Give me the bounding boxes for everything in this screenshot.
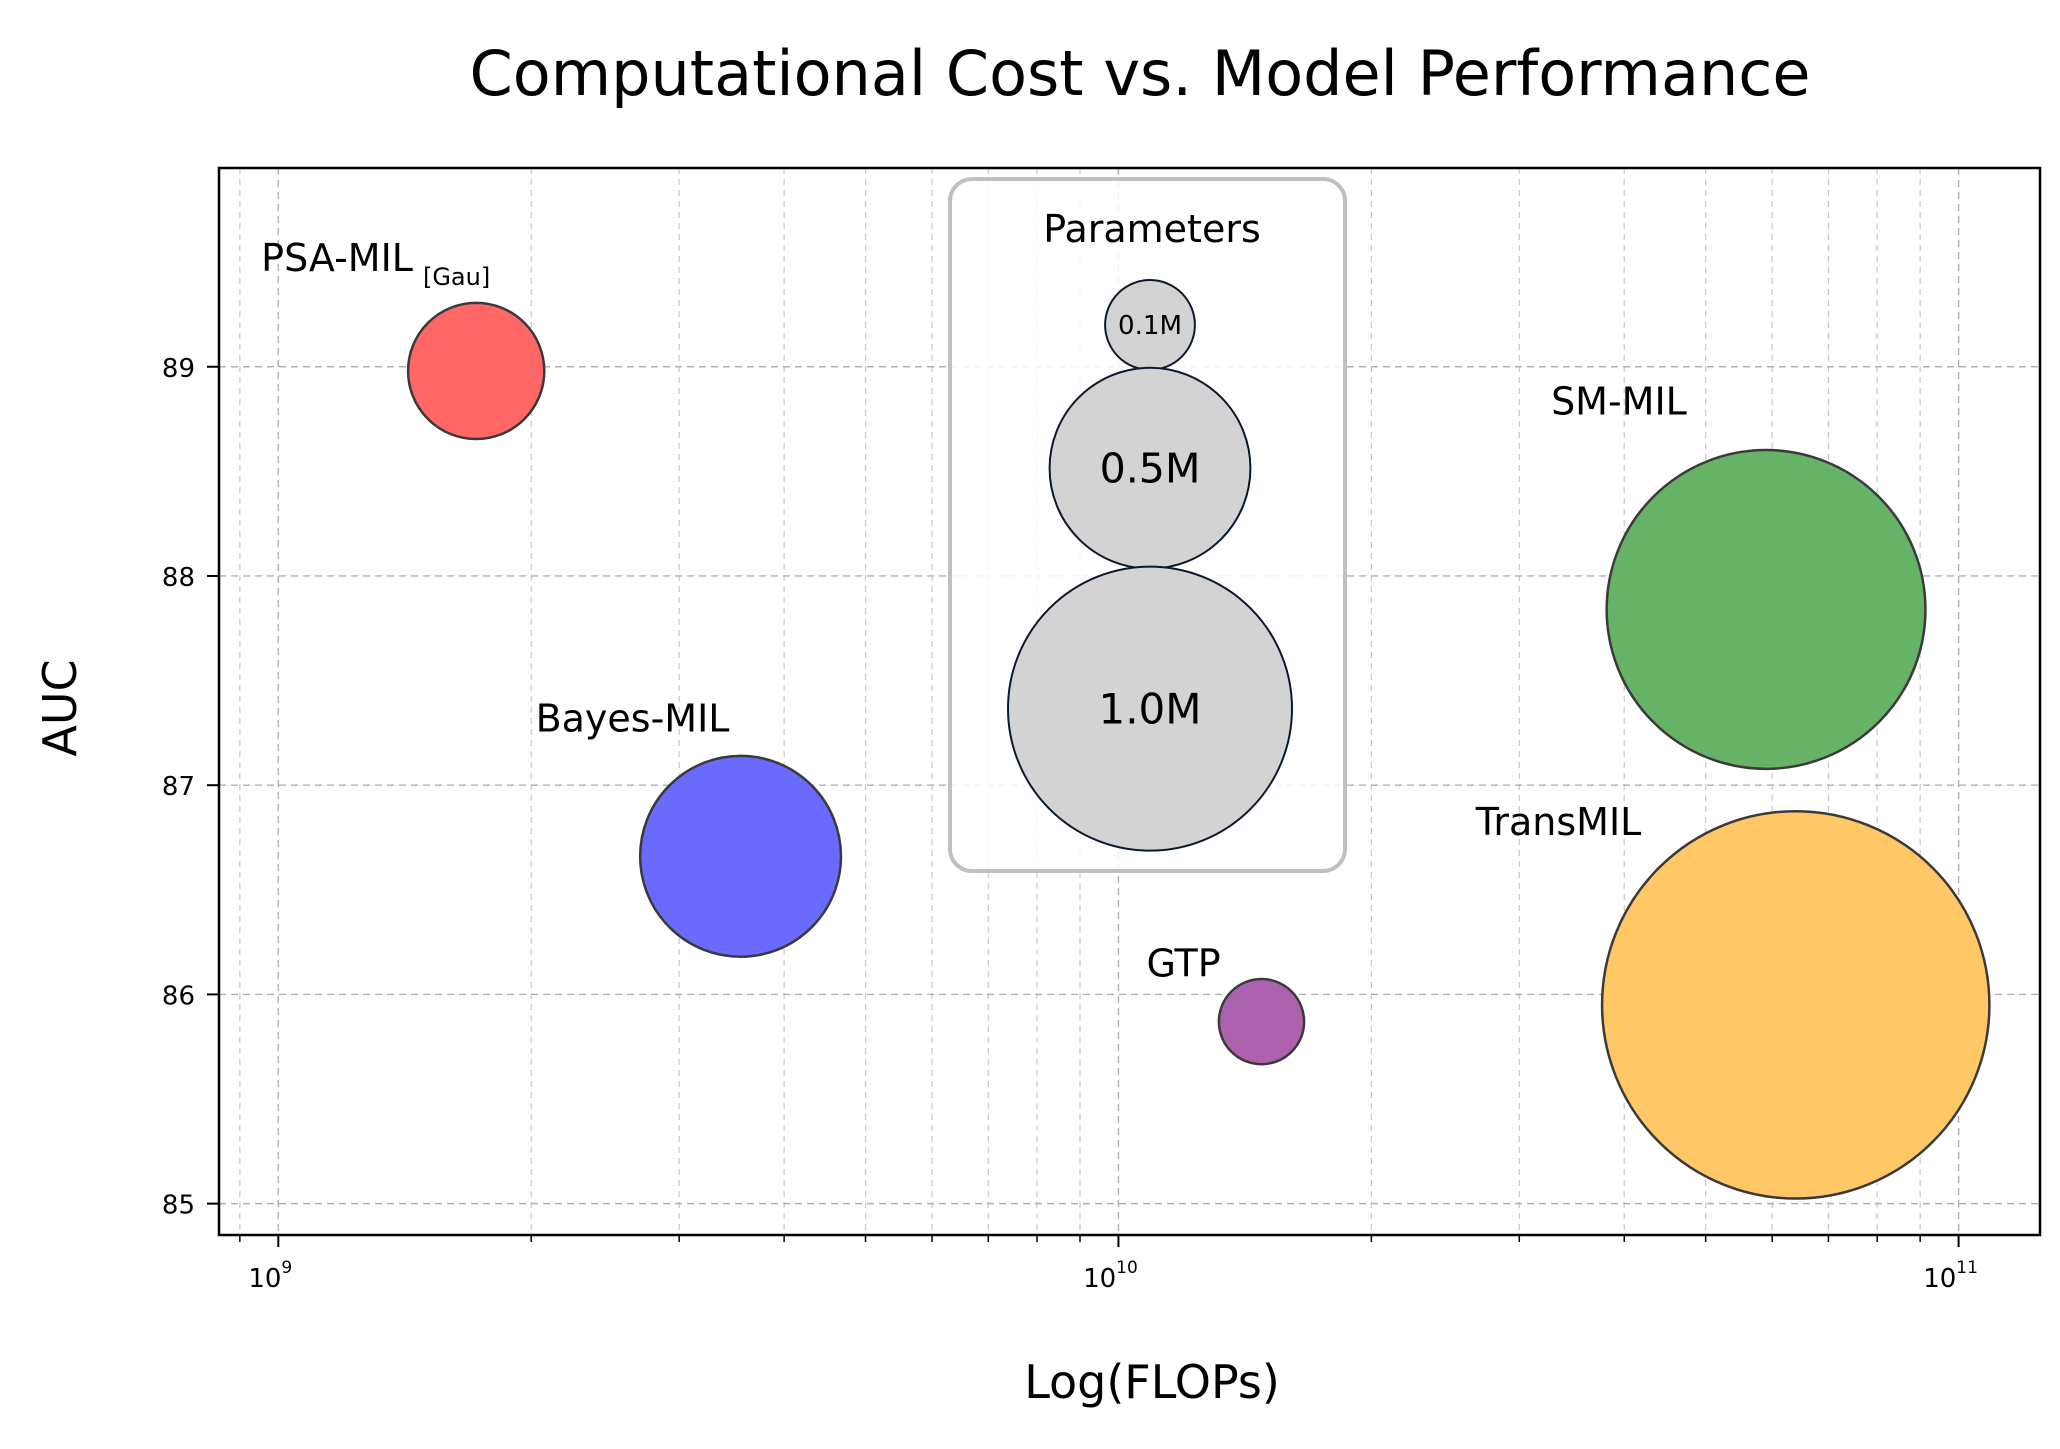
y-tick-label: 89 [162,354,195,384]
x-tick-label: 1011 [1923,1258,1978,1294]
y-tick-label: 86 [162,981,195,1011]
bubble-psa-mil [406,301,546,441]
series-label-gtp: GTP [1146,942,1220,986]
parameters-legend: Parameters 0.1M 0.5M 1.0M [948,177,1347,873]
series-label-psa-mil: PSA-MIL [Gau] [261,236,490,291]
legend-label-0-5m: 0.5M [1100,445,1201,493]
series-label-transmil: TransMIL [1475,800,1642,844]
y-tick-label: 87 [162,772,195,802]
legend-label-0-1m: 0.1M [1118,311,1182,341]
series-label-bayes-mil: Bayes-MIL [536,696,730,740]
legend-title: Parameters [1043,207,1261,251]
chart-title: Computational Cost vs. Model Performance [470,37,1811,110]
x-tick-label: 1010 [1083,1258,1138,1294]
series-label-sm-mil: SM-MIL [1551,379,1687,423]
bubble-sm-mil [1605,448,1927,771]
legend-bubble-1-0m [1007,565,1293,852]
x-axis-label: Log(FLOPs) [1024,1355,1280,1409]
x-tick-label: 109 [248,1258,292,1294]
bubbles: PSA-MIL [Gau] Bayes-MIL GTP SM-MIL TransMIL [261,236,1991,1200]
bubble-gtp [1217,977,1306,1066]
y-tick-label: 85 [162,1191,195,1221]
bubble-bayes-mil [638,754,843,958]
legend-label-1-0m: 1.0M [1098,684,1201,733]
y-axis-label: AUC [33,659,87,756]
plot-frame [217,166,2042,1237]
bubble-transmil [1600,809,1991,1200]
y-tick-label: 88 [162,563,195,593]
